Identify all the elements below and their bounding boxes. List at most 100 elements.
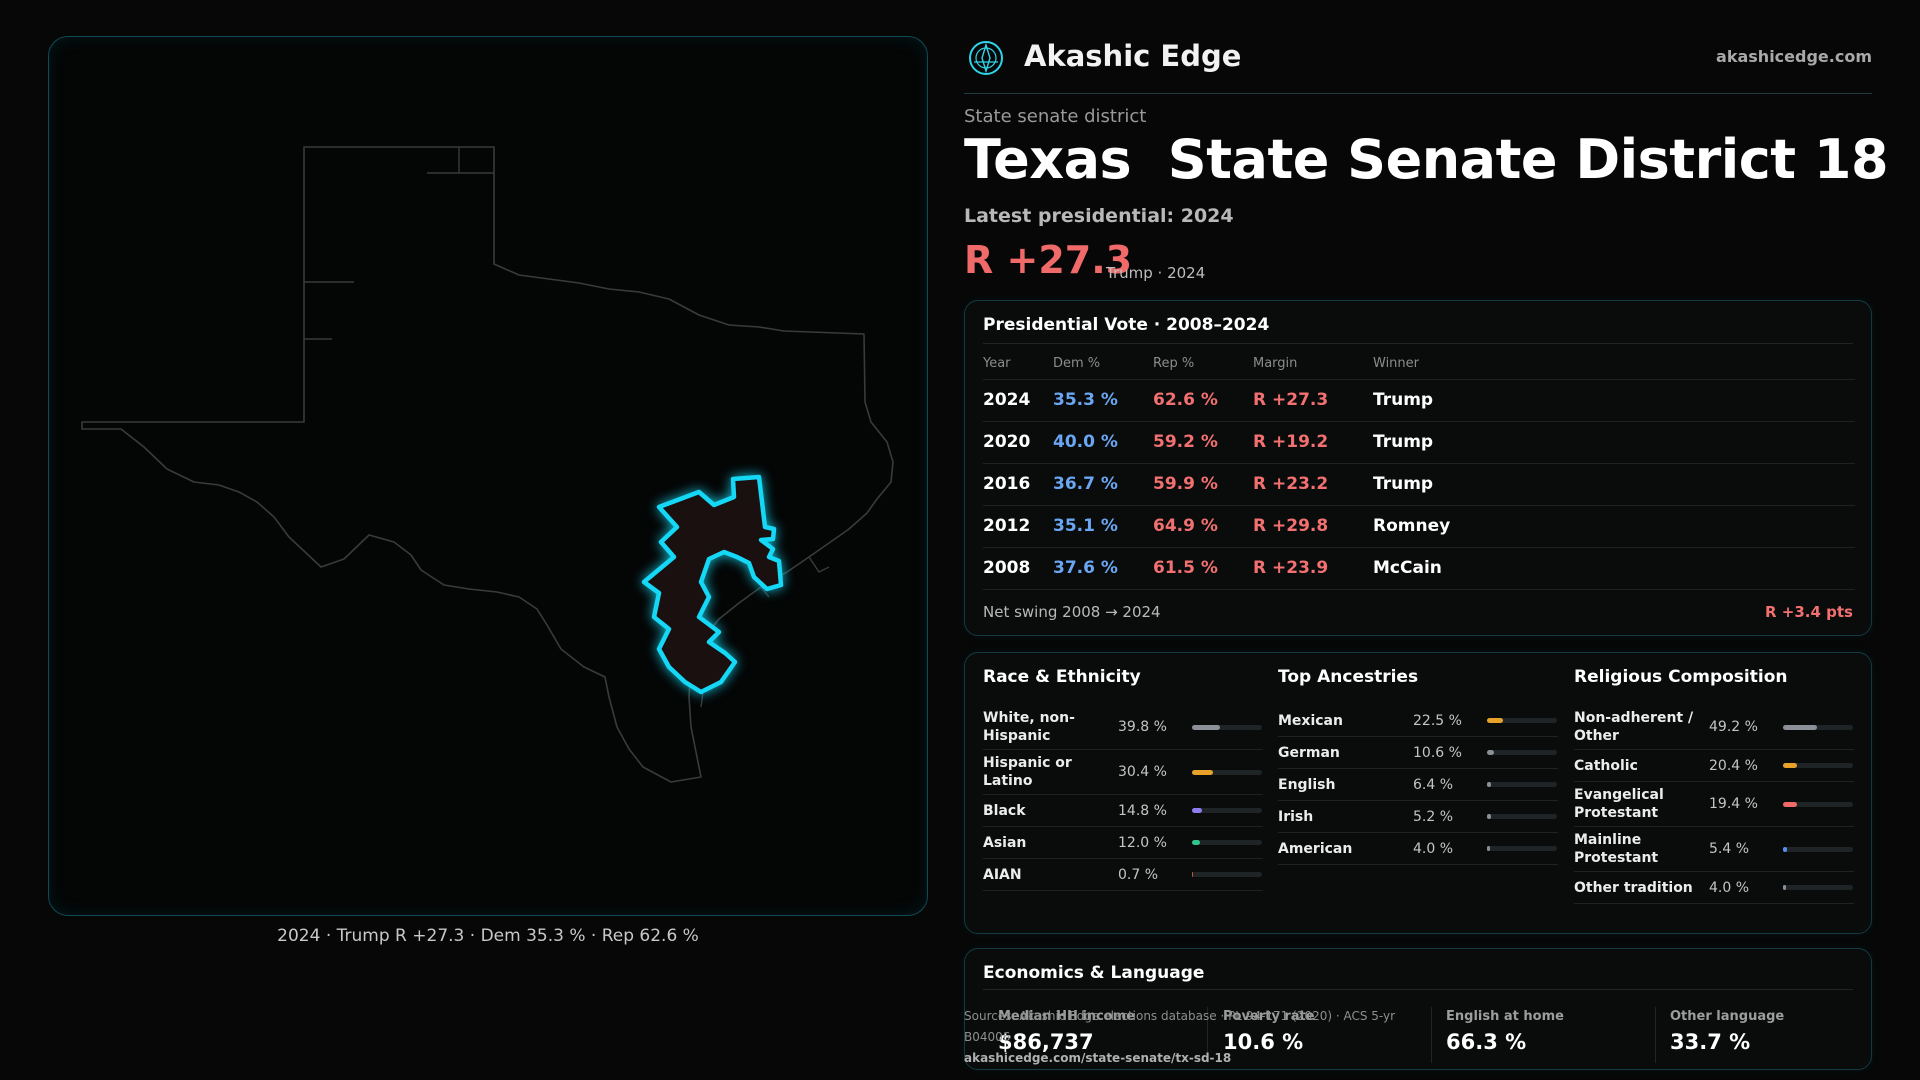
ancestry-label: English (1278, 776, 1336, 793)
religion-bar-fill (1783, 763, 1798, 768)
column-header-dem: Dem % (1053, 349, 1153, 380)
race-bar-track (1192, 872, 1262, 877)
dem-pct-cell: 35.1 % (1053, 505, 1153, 548)
column-header-year: Year (983, 349, 1053, 380)
latest-presidential-label: Latest presidential: 2024 (964, 205, 1234, 227)
ancestry-percent: 10.6 % (1413, 744, 1462, 761)
winner-cell: Romney (1373, 505, 1855, 548)
year-cell: 2016 (983, 463, 1053, 506)
race-row: White, non-Hispanic 39.8 % (983, 705, 1263, 750)
race-bar-fill (1192, 724, 1220, 730)
ancestry-label: Irish (1278, 808, 1314, 825)
religion-rows: Non-adherent / Other 49.2 % Catholic 20.4 %… (1574, 705, 1854, 904)
stat-value: 33.7 % (1670, 1030, 1751, 1054)
winner-cell: Trump (1373, 463, 1855, 506)
ancestry-bar-fill (1487, 718, 1503, 723)
stat-value: 66.3 % (1446, 1030, 1527, 1054)
religion-bar-track (1783, 801, 1853, 807)
religion-bar-track (1783, 763, 1853, 768)
rep-pct-cell: 61.5 % (1153, 547, 1253, 590)
economics-language-card: Economics & Language Median HH income $8… (964, 948, 1872, 1070)
ancestry-bar-track (1487, 750, 1557, 755)
ancestry-row: Irish 5.2 % (1278, 801, 1558, 833)
net-swing-label: Net swing 2008 → 2024 (983, 603, 1161, 621)
race-percent: 14.8 % (1118, 802, 1167, 819)
religion-row: Non-adherent / Other 49.2 % (1574, 705, 1854, 750)
race-row: Black 14.8 % (983, 795, 1263, 827)
dem-pct-cell: 40.0 % (1053, 421, 1153, 464)
race-bar-fill (1192, 808, 1203, 813)
religion-bar-track (1783, 846, 1853, 852)
table-row: 2020 40.0 % 59.2 % R +19.2 Trump (983, 421, 1855, 464)
source-url-link[interactable]: akashicedge.com/state-senate/tx-sd-18 (964, 1051, 1232, 1065)
stat-other-language: Other language 33.7 % (1670, 1009, 1880, 1054)
column-header-margin: Margin (1253, 349, 1373, 380)
race-percent: 30.4 % (1118, 764, 1167, 780)
ancestry-bar-track (1487, 814, 1557, 819)
religion-section-title: Religious Composition (1574, 667, 1788, 687)
race-bar-track (1192, 808, 1262, 813)
ancestry-label: German (1278, 744, 1340, 761)
brand-name[interactable]: Akashic Edge (1024, 39, 1242, 73)
presidential-vote-card: Presidential Vote · 2008–2024 Year Dem %… (964, 300, 1872, 636)
ancestry-bar-fill (1487, 846, 1490, 851)
table-row: 2008 37.6 % 61.5 % R +23.9 McCain (983, 547, 1855, 590)
race-percent: 12.0 % (1118, 834, 1167, 851)
race-bar-track (1192, 840, 1262, 845)
district-type-label: State senate district (964, 106, 1147, 127)
stat-label: Other language (1670, 1009, 1785, 1024)
stat-label: English at home (1446, 1009, 1564, 1024)
ancestry-percent: 4.0 % (1413, 840, 1454, 857)
district-map-panel[interactable] (48, 36, 928, 916)
texas-map (81, 146, 894, 783)
latest-margin-subtitle: Trump · 2024 (1106, 264, 1206, 282)
religion-bar-fill (1783, 846, 1787, 852)
religion-percent: 19.4 % (1709, 796, 1758, 812)
ancestry-percent: 5.2 % (1413, 808, 1454, 825)
religion-bar-track (1783, 885, 1853, 890)
divider (983, 343, 1853, 344)
ancestry-rows: Mexican 22.5 % German 10.6 % English 6.4 % Iri… (1278, 705, 1558, 865)
table-row: 2016 36.7 % 59.9 % R +23.2 Trump (983, 463, 1855, 506)
ancestry-bar-fill (1487, 814, 1491, 819)
race-percent: 0.7 % (1118, 866, 1159, 883)
ancestry-row: German 10.6 % (1278, 737, 1558, 769)
ancestry-bar-track (1487, 782, 1557, 787)
latest-margin-value: R +27.3 (964, 238, 1133, 282)
stat-label: Poverty rate (1223, 1009, 1315, 1024)
religion-percent: 4.0 % (1709, 879, 1750, 896)
dem-pct-cell: 35.3 % (1053, 379, 1153, 422)
table-row: 2012 35.1 % 64.9 % R +29.8 Romney (983, 505, 1855, 548)
compass-logo-icon[interactable] (968, 40, 1004, 76)
race-bar-track (1192, 724, 1262, 730)
rep-pct-cell: 59.9 % (1153, 463, 1253, 506)
texas-state-outline (81, 146, 894, 783)
winner-cell: Trump (1373, 379, 1855, 422)
religion-percent: 49.2 % (1709, 719, 1758, 735)
ancestry-bar-track (1487, 846, 1557, 851)
margin-cell: R +19.2 (1253, 421, 1373, 464)
sources-footnote: Sources: Akashic Edge elections database… (964, 1006, 1434, 1069)
religion-row: Mainline Protestant 5.4 % (1574, 827, 1854, 872)
religion-label: Non-adherent / Other (1574, 710, 1694, 744)
divider (1655, 1007, 1656, 1063)
ancestry-bar-track (1487, 718, 1557, 723)
page-title: Texas State Senate District 18 (964, 128, 1889, 191)
brand-url-link[interactable]: akashicedge.com (1716, 47, 1872, 66)
ancestry-label: American (1278, 840, 1353, 857)
ancestry-percent: 6.4 % (1413, 776, 1454, 793)
race-label: Black (983, 802, 1026, 819)
divider (983, 989, 1853, 990)
dem-pct-cell: 37.6 % (1053, 547, 1153, 590)
year-cell: 2024 (983, 379, 1053, 422)
religion-percent: 20.4 % (1709, 757, 1758, 774)
ancestry-row: Mexican 22.5 % (1278, 705, 1558, 737)
religion-percent: 5.4 % (1709, 841, 1750, 857)
religion-label: Other tradition (1574, 879, 1693, 896)
stat-english-at-home: English at home 66.3 % (1446, 1009, 1656, 1054)
margin-cell: R +27.3 (1253, 379, 1373, 422)
ancestry-section-title: Top Ancestries (1278, 667, 1419, 687)
race-label: Hispanic or Latino (983, 755, 1072, 789)
district-18-shape[interactable] (641, 474, 784, 695)
religion-label: Catholic (1574, 757, 1638, 774)
